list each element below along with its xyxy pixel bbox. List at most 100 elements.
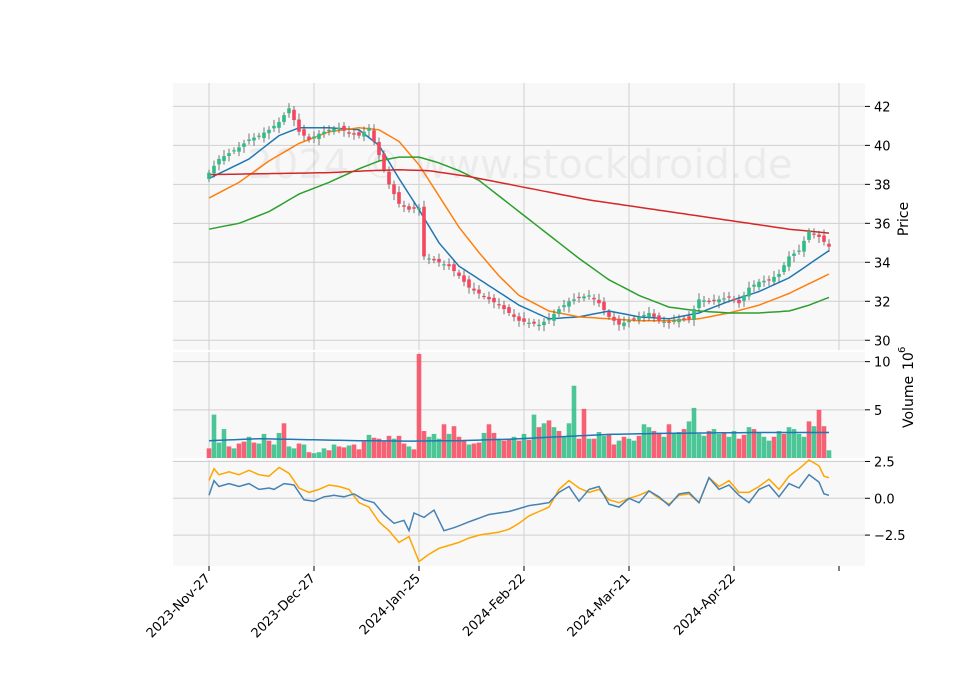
candle-body (207, 172, 211, 179)
volume-bar (741, 434, 747, 458)
indicator-panel: −2.5 0.0 2.5 (173, 455, 906, 566)
volume-bar (421, 431, 427, 458)
indicator-panel-background (173, 460, 865, 566)
volume-bar (461, 440, 467, 458)
candle-body (462, 275, 466, 282)
volume-bar (231, 448, 237, 458)
volume-bar (726, 436, 732, 458)
volume-bar (316, 452, 322, 458)
candle-body (547, 318, 551, 321)
candle-body (312, 136, 316, 139)
volume-bar (326, 450, 332, 458)
volume-bar (226, 446, 232, 458)
volume-bar (311, 453, 317, 458)
candle-body (572, 299, 576, 301)
candle-body (647, 312, 651, 318)
candle-body (477, 289, 481, 294)
sma-line (208, 156, 830, 314)
candle-body (792, 253, 796, 256)
volume-bar (521, 433, 527, 458)
candle-body (447, 264, 451, 267)
candle-body (537, 324, 541, 327)
volume-bar (701, 435, 707, 458)
candle-body (362, 131, 366, 137)
volume-bar (361, 441, 367, 458)
price-tick-label: 38 (874, 178, 891, 193)
volume-bar (601, 435, 607, 458)
price-tick-label: 32 (874, 295, 891, 310)
candle-body (252, 137, 256, 141)
candle-body (232, 150, 236, 152)
candle-body (622, 322, 626, 327)
volume-bar (786, 427, 792, 458)
candle-body (217, 159, 221, 165)
volume-bar (496, 438, 502, 458)
volume-bar (451, 426, 457, 458)
candle-body (272, 125, 276, 129)
volume-bar (351, 444, 357, 458)
volume-bar (811, 426, 817, 458)
candle-body (357, 132, 361, 136)
volume-bar (466, 444, 472, 458)
candle-body (592, 297, 596, 300)
volume-bar (586, 438, 592, 458)
volume-bar (696, 433, 702, 458)
volume-bar (801, 436, 807, 458)
volume-bar (416, 353, 422, 458)
volume-bar (721, 431, 727, 458)
candle-body (687, 316, 691, 319)
volume-bar (511, 436, 517, 458)
volume-bar (536, 427, 542, 458)
volume-bar (506, 439, 512, 458)
candle-body (677, 318, 681, 323)
candle-body (452, 264, 456, 272)
candle-body (717, 299, 721, 303)
volume-bar (391, 438, 397, 458)
volume-bar (746, 427, 752, 458)
candle-body (382, 153, 386, 170)
volume-bar (256, 443, 262, 458)
volume-axis-label-base: 10 (901, 352, 917, 370)
volume-bar (491, 432, 497, 458)
volume-bar (541, 423, 547, 458)
candle-body (497, 304, 501, 306)
price-panel: 2024 © www.stockdroid.de 30323436384042 … (173, 83, 912, 350)
volume-bar (596, 431, 602, 458)
volume-bar (306, 452, 312, 458)
volume-bar (641, 424, 647, 458)
candle-body (412, 207, 416, 209)
candle-body (587, 295, 591, 297)
volume-bar (366, 434, 372, 458)
volume-bar (591, 438, 597, 458)
volume-bar (431, 433, 437, 458)
volume-bar (301, 444, 307, 458)
candle-body (242, 143, 246, 147)
candle-body (387, 171, 391, 185)
volume-bar (661, 436, 667, 458)
candle-body (812, 233, 816, 235)
candle-body (302, 129, 306, 136)
volume-bar (711, 429, 717, 458)
candle-body (267, 129, 271, 134)
candle-body (482, 295, 486, 298)
volume-bar (251, 442, 257, 458)
candle-body (507, 307, 511, 313)
volume-bar (671, 433, 677, 458)
candle-body (222, 156, 226, 161)
candle-body (737, 299, 741, 304)
volume-bar (756, 431, 762, 458)
candle-body (457, 272, 461, 276)
volume-bar (206, 448, 212, 458)
sma-line (208, 168, 830, 234)
candle-body (552, 313, 556, 321)
candle-body (337, 127, 341, 130)
volume-bar (281, 423, 287, 458)
candle-body (437, 258, 441, 263)
candle-body (542, 321, 546, 326)
candle-body (342, 125, 346, 131)
volume-bar (676, 431, 682, 458)
candle-body (297, 119, 301, 132)
candle-body (707, 300, 711, 302)
volume-bar (531, 414, 537, 458)
candle-body (277, 121, 281, 128)
